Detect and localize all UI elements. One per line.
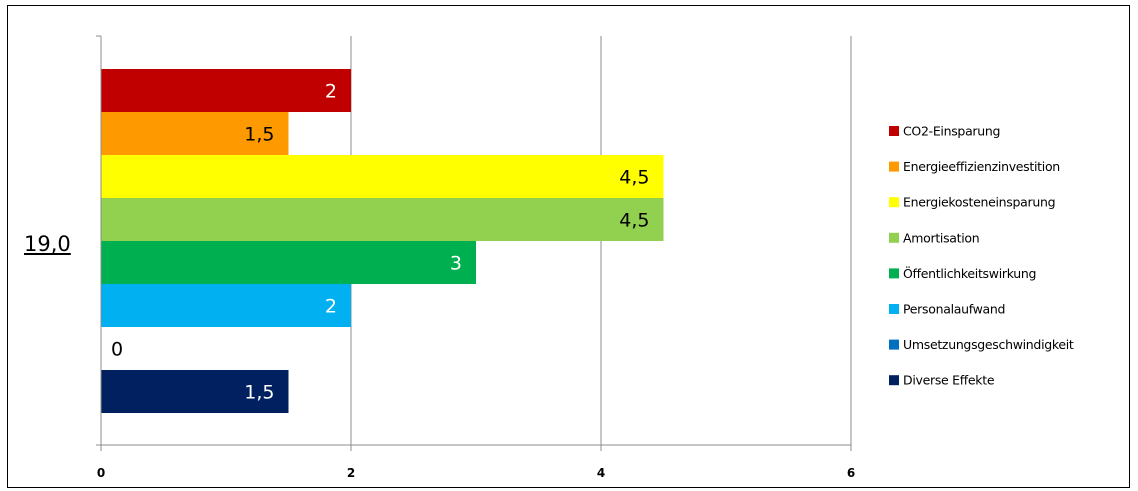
legend-label-7: Diverse Effekte: [903, 373, 995, 388]
data-label-3: 4,5: [619, 210, 649, 232]
legend-label-2: Energiekosteneinsparung: [903, 195, 1055, 210]
bar-2: [101, 155, 664, 198]
legend-label-0: CO2-Einsparung: [903, 124, 1000, 139]
bar-5: [101, 284, 351, 327]
data-label-6: 0: [111, 339, 123, 361]
x-tick-label-2: 2: [347, 466, 355, 480]
legend-swatch-2: [889, 197, 899, 208]
legend-swatch-1: [889, 161, 899, 172]
legend-label-6: Umsetzungsgeschwindigkeit: [903, 337, 1074, 352]
legend-item-5: Personalaufwand: [889, 302, 1005, 317]
bar-0: [101, 69, 351, 112]
data-label-1: 1,5: [244, 124, 274, 146]
legend-item-3: Amortisation: [889, 230, 980, 245]
legend-label-1: Energieeffizienzinvestition: [903, 159, 1060, 174]
legend-swatch-3: [889, 232, 899, 243]
bar-3: [101, 198, 664, 241]
legend-label-3: Amortisation: [903, 230, 979, 245]
legend-swatch-0: [889, 126, 899, 136]
chart-frame: [7, 5, 1130, 488]
legend-item-6: Umsetzungsgeschwindigkeit: [889, 337, 1074, 352]
x-tick-label-0: 0: [97, 466, 105, 480]
x-tick-label-6: 6: [847, 466, 855, 480]
legend-label-4: Öffentlichkeitswirkung: [903, 265, 1036, 281]
data-labels: 2 1,5 4,5 4,5 3 2 0 1,5: [111, 81, 650, 404]
bar-4: [101, 241, 476, 284]
legend-swatch-6: [889, 339, 899, 350]
legend-item-7: Diverse Effekte: [889, 373, 995, 388]
x-tick-label-4: 4: [597, 466, 605, 480]
x-axis: 0 2 4 6: [96, 35, 855, 480]
data-label-4: 3: [450, 253, 462, 275]
legend-swatch-4: [889, 268, 899, 279]
legend-item-0: CO2-Einsparung: [889, 124, 1000, 139]
total-score-label: 19,0: [24, 232, 71, 256]
data-label-0: 2: [325, 81, 337, 103]
data-label-5: 2: [325, 296, 337, 318]
legend-item-4: Öffentlichkeitswirkung: [889, 265, 1036, 281]
bars: [101, 69, 664, 413]
bar-1: [101, 112, 289, 155]
legend-swatch-7: [889, 375, 899, 386]
bar-7: [101, 370, 289, 413]
data-label-7: 1,5: [244, 382, 274, 404]
data-label-2: 4,5: [619, 167, 649, 189]
legend-swatch-5: [889, 304, 899, 314]
legend: CO2-Einsparung Energieeffizienzinvestitio…: [889, 124, 1074, 388]
legend-label-5: Personalaufwand: [903, 302, 1005, 317]
legend-item-2: Energiekosteneinsparung: [889, 195, 1056, 210]
legend-item-1: Energieeffizienzinvestition: [889, 159, 1060, 174]
